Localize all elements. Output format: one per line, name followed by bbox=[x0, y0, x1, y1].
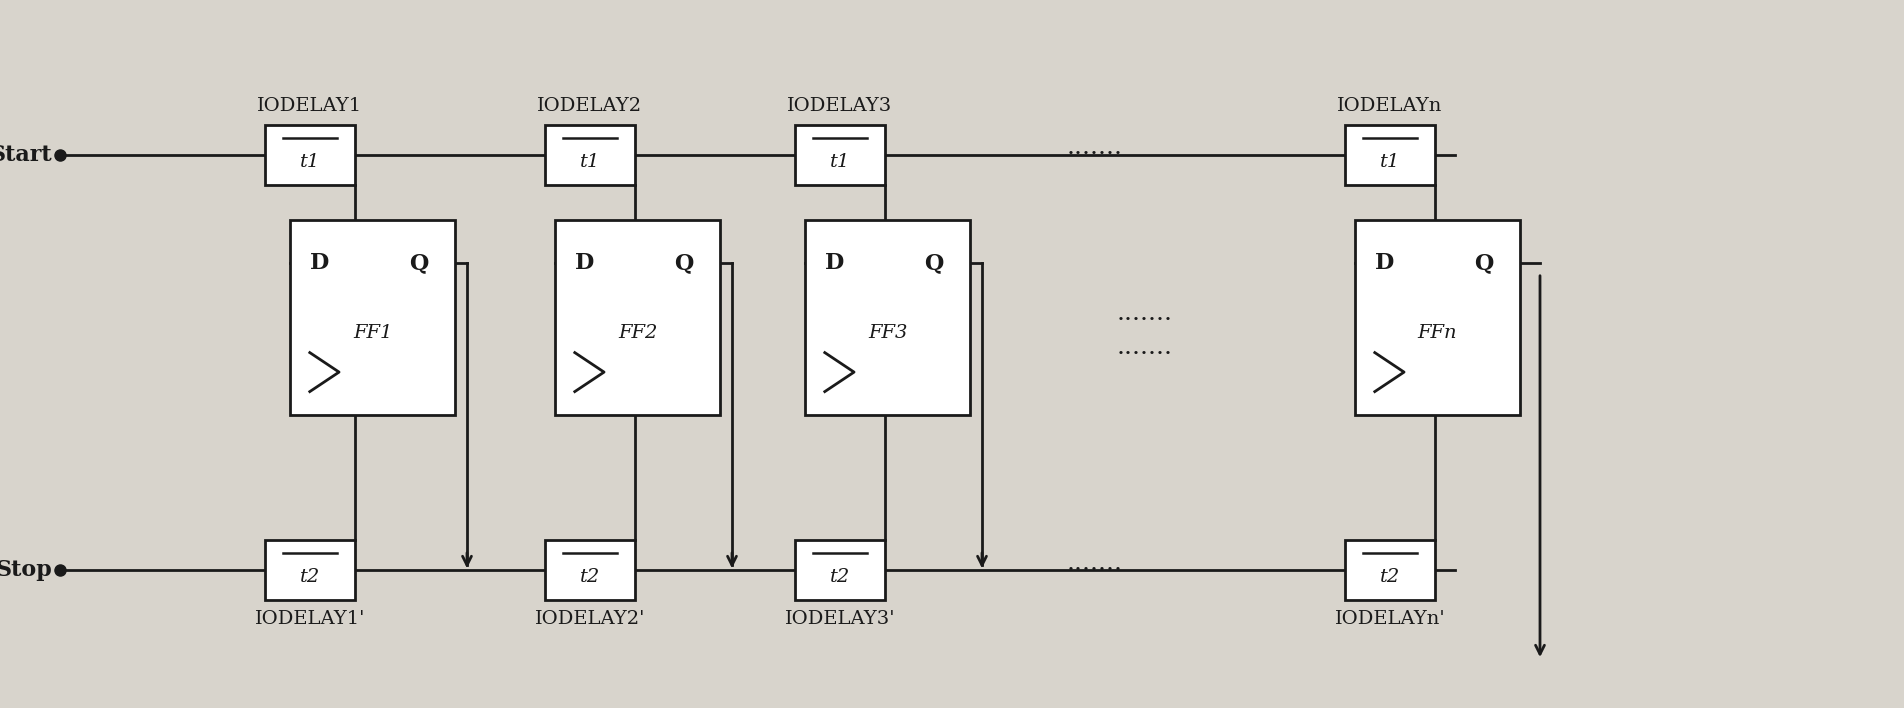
Bar bbox=[265, 125, 354, 185]
Text: ·······: ······· bbox=[1118, 343, 1173, 367]
Text: Q: Q bbox=[409, 252, 428, 274]
Text: D: D bbox=[824, 252, 843, 274]
Text: ·······: ······· bbox=[1066, 559, 1123, 581]
Bar bbox=[796, 125, 885, 185]
Text: IODELAY2: IODELAY2 bbox=[537, 97, 642, 115]
Text: t2: t2 bbox=[1380, 569, 1399, 586]
Text: IODELAYn: IODELAYn bbox=[1337, 97, 1443, 115]
Bar bbox=[805, 220, 969, 415]
Bar bbox=[1356, 220, 1519, 415]
Text: Q: Q bbox=[1474, 252, 1493, 274]
Text: FF3: FF3 bbox=[868, 324, 906, 342]
Text: Start: Start bbox=[0, 144, 51, 166]
Text: Q: Q bbox=[923, 252, 942, 274]
Bar bbox=[1344, 540, 1436, 600]
Text: FFn: FFn bbox=[1418, 324, 1457, 342]
Text: Q: Q bbox=[674, 252, 693, 274]
Bar bbox=[796, 540, 885, 600]
Text: t2: t2 bbox=[581, 569, 600, 586]
Text: t2: t2 bbox=[299, 569, 320, 586]
Bar bbox=[1344, 125, 1436, 185]
Text: t1: t1 bbox=[1380, 153, 1399, 171]
Bar bbox=[554, 220, 720, 415]
Text: t1: t1 bbox=[830, 153, 849, 171]
Text: ·······: ······· bbox=[1118, 309, 1173, 331]
Text: Stop: Stop bbox=[0, 559, 51, 581]
Bar bbox=[289, 220, 455, 415]
Bar bbox=[545, 125, 636, 185]
Text: FF2: FF2 bbox=[617, 324, 657, 342]
Bar bbox=[265, 540, 354, 600]
Text: t2: t2 bbox=[830, 569, 849, 586]
Text: t1: t1 bbox=[299, 153, 320, 171]
Text: IODELAY3': IODELAY3' bbox=[784, 610, 895, 628]
Text: D: D bbox=[310, 252, 329, 274]
Text: ·······: ······· bbox=[1066, 144, 1123, 166]
Text: IODELAY2': IODELAY2' bbox=[535, 610, 645, 628]
Text: D: D bbox=[575, 252, 594, 274]
Text: D: D bbox=[1375, 252, 1394, 274]
Bar bbox=[545, 540, 636, 600]
Text: IODELAYn': IODELAYn' bbox=[1335, 610, 1445, 628]
Text: IODELAY1': IODELAY1' bbox=[255, 610, 366, 628]
Text: IODELAY3: IODELAY3 bbox=[788, 97, 893, 115]
Text: FF1: FF1 bbox=[352, 324, 392, 342]
Text: IODELAY1: IODELAY1 bbox=[257, 97, 362, 115]
Text: t1: t1 bbox=[581, 153, 600, 171]
